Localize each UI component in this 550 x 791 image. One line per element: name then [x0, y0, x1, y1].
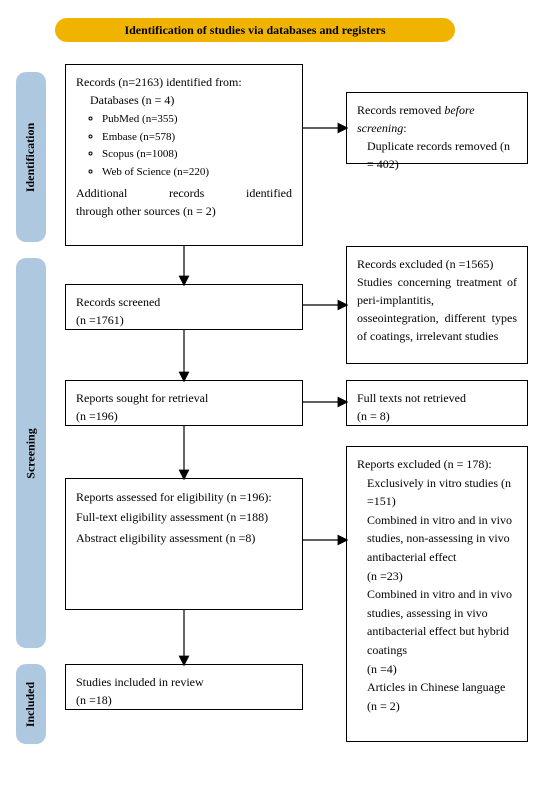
excluded1-line1: Records excluded (n =1565)	[357, 255, 517, 273]
notret-line1: Full texts not retrieved	[357, 389, 517, 407]
sought-line2: (n =196)	[76, 407, 292, 425]
box-reports-excluded: Reports excluded (n = 178): Exclusively …	[346, 446, 528, 742]
identified-line4: through other sources (n = 2)	[76, 202, 292, 220]
stage-included-text: Included	[24, 681, 39, 726]
rexcl-line2: Exclusively in vitro studies (n =151)	[367, 474, 517, 511]
rexcl-line5: Combined in vitro and in vivo studies, a…	[367, 585, 517, 659]
rexcl-line3: Combined in vitro and in vivo studies, n…	[367, 511, 517, 567]
db-scopus: Scopus (n=1008)	[102, 146, 292, 163]
removed-line1: Records removed before screening:	[357, 101, 517, 137]
box-included: Studies included in review (n =18)	[65, 664, 303, 710]
assessed-line2: Full-text eligibility assessment (n =188…	[76, 507, 292, 527]
sought-line1: Reports sought for retrieval	[76, 389, 292, 407]
box-records-excluded: Records excluded (n =1565) Studies conce…	[346, 246, 528, 364]
stage-identification: Identification	[16, 72, 46, 242]
removed-line2: Duplicate records removed (n = 402)	[357, 137, 517, 173]
excluded1-line2: Studies concerning treatment of peri-imp…	[357, 273, 517, 345]
assessed-line3: Abstract eligibility assessment (n =8)	[76, 528, 292, 548]
box-records-identified: Records (n=2163) identified from: Databa…	[65, 64, 303, 246]
stage-included: Included	[16, 664, 46, 744]
stage-screening: Screening	[16, 258, 46, 648]
box-not-retrieved: Full texts not retrieved (n = 8)	[346, 380, 528, 426]
prisma-flowchart: Identification of studies via databases …	[0, 0, 550, 791]
identified-line2: Databases (n = 4)	[76, 91, 292, 109]
assessed-line1: Reports assessed for eligibility (n =196…	[76, 487, 292, 507]
box-sought-retrieval: Reports sought for retrieval (n =196)	[65, 380, 303, 426]
title-text: Identification of studies via databases …	[124, 23, 385, 38]
identified-line3: Additional records identified	[76, 184, 292, 202]
rexcl-line8: (n = 2)	[367, 697, 517, 716]
db-embase: Embase (n=578)	[102, 129, 292, 146]
box-records-screened: Records screened (n =1761)	[65, 284, 303, 330]
identified-line1: Records (n=2163) identified from:	[76, 73, 292, 91]
stage-identification-text: Identification	[24, 122, 39, 191]
title-banner: Identification of studies via databases …	[55, 18, 455, 42]
notret-line2: (n = 8)	[357, 407, 517, 425]
db-wos: Web of Science (n=220)	[102, 164, 292, 181]
included-line1: Studies included in review	[76, 673, 292, 691]
screened-line2: (n =1761)	[76, 311, 292, 329]
included-line2: (n =18)	[76, 691, 292, 709]
screened-line1: Records screened	[76, 293, 292, 311]
rexcl-line7: Articles in Chinese language	[367, 678, 517, 697]
rexcl-line6: (n =4)	[367, 660, 517, 679]
rexcl-line1: Reports excluded (n = 178):	[357, 455, 517, 474]
box-assessed-eligibility: Reports assessed for eligibility (n =196…	[65, 478, 303, 610]
stage-screening-text: Screening	[24, 428, 39, 478]
database-list: PubMed (n=355) Embase (n=578) Scopus (n=…	[76, 111, 292, 180]
rexcl-line4: (n =23)	[367, 567, 517, 586]
rexcl-body: Exclusively in vitro studies (n =151) Co…	[357, 474, 517, 716]
db-pubmed: PubMed (n=355)	[102, 111, 292, 128]
box-removed-before: Records removed before screening: Duplic…	[346, 92, 528, 164]
